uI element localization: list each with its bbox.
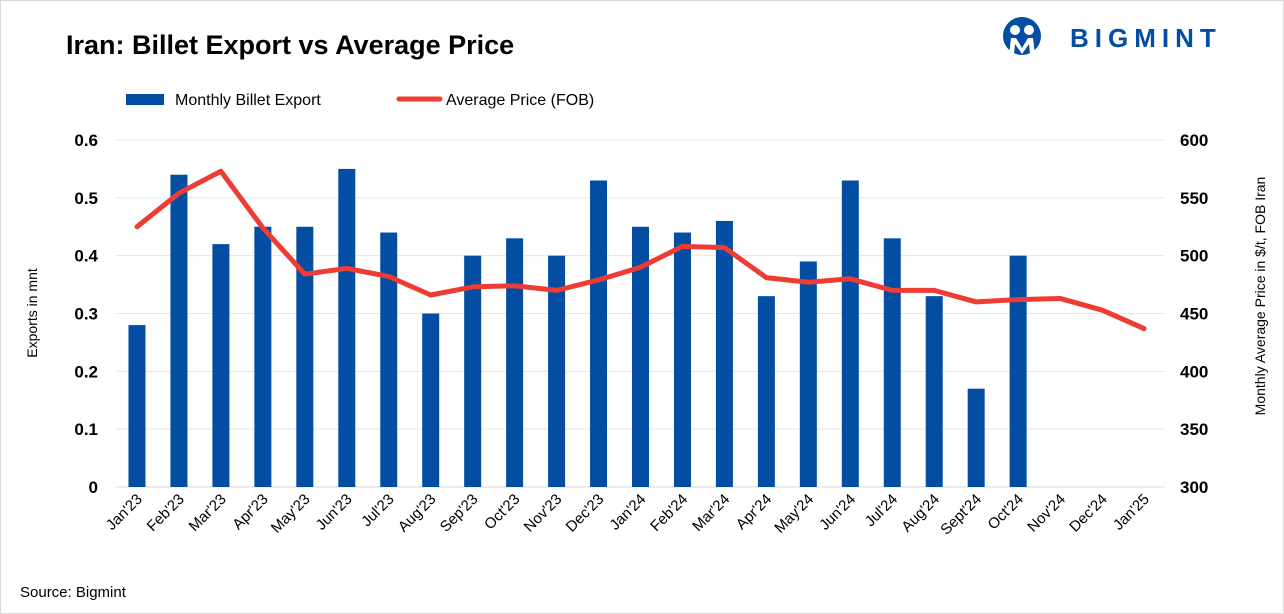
x-tick-label: Dec'24 [1066,491,1111,536]
bar [128,325,146,487]
bar [296,226,314,487]
x-tick-label: Mar'24 [689,491,733,535]
x-tick-label: Oct'23 [481,491,523,533]
x-tick-label: Apr'24 [733,491,775,533]
bar [799,261,817,487]
x-tick-label: Dec'23 [563,491,608,536]
bar [212,244,230,487]
x-tick-label: Sept'24 [937,491,985,539]
x-tick-label: Oct'24 [985,491,1027,533]
x-tick-label: Feb'23 [144,491,188,535]
y-tick-label: 0.3 [74,305,98,324]
bar [925,296,943,487]
x-tick-label: Nov'23 [521,491,566,536]
x-tick-label: Jul'24 [862,491,901,530]
legend: Monthly Billet Export Average Price (FOB… [126,92,594,109]
bar [422,313,440,487]
bar [506,238,524,487]
y-tick-label: 0.1 [74,420,98,439]
x-tick-label: Apr'23 [229,491,271,533]
bar [590,180,608,487]
x-tick-label: Jun'24 [816,491,859,534]
y2-tick-label: 450 [1180,305,1208,324]
bar [254,226,272,487]
y2-tick-label: 600 [1180,131,1208,150]
price-line [134,168,1147,332]
x-tick-label: Feb'24 [647,491,691,535]
x-tick-label: May'24 [771,491,817,537]
x-tick-label: Jan'25 [1110,491,1153,534]
source-note: Source: Bigmint [20,584,126,601]
y-tick-label: 0 [89,478,98,497]
bar [338,168,356,487]
bar [967,388,985,487]
x-tick-label: Jun'23 [313,491,356,534]
chart-title: Iran: Billet Export vs Average Price [66,30,515,60]
legend-label-line: Average Price (FOB) [446,92,594,109]
bigmint-logo: BIGMINT [1003,17,1222,55]
x-tick-label: Nov'24 [1024,491,1069,536]
legend-label-bar: Monthly Billet Export [175,92,321,109]
y2-tick-label: 550 [1180,189,1208,208]
y2-tick-label: 300 [1180,478,1208,497]
bar [380,232,398,487]
y-axis-label: Exports in mnt [24,268,40,358]
bar [673,232,691,487]
x-tick-label: Sep'23 [437,491,482,536]
bar [464,255,482,487]
bar [715,220,733,487]
y2-tick-label: 500 [1180,247,1208,266]
y2-axis-label: Monthly Average Price in $/t, FOB Iran [1252,177,1268,416]
x-tick-label: Aug'23 [395,491,440,536]
y-tick-label: 0.5 [74,189,98,208]
y-tick-label: 0.4 [74,247,98,266]
x-tick-label: Jan'24 [606,491,649,534]
bar [632,226,649,487]
y2-tick-label: 400 [1180,362,1208,381]
legend-swatch-bar [126,94,164,105]
x-tick-label: Mar'23 [186,491,230,535]
x-tick-label: Jul'23 [358,491,397,530]
bar [757,296,775,487]
bar [841,180,859,487]
bar [548,255,566,487]
x-tick-label: Jan'23 [103,491,146,534]
logo-text: BIGMINT [1070,23,1222,53]
bar [883,238,901,487]
x-tick-label: May'23 [268,491,314,537]
y2-tick-label: 350 [1180,420,1208,439]
bar [170,174,188,487]
x-tick-label: Aug'24 [898,491,943,536]
y-tick-label: 0.2 [74,362,98,381]
y-tick-label: 0.6 [74,131,98,150]
bar [1009,255,1027,487]
